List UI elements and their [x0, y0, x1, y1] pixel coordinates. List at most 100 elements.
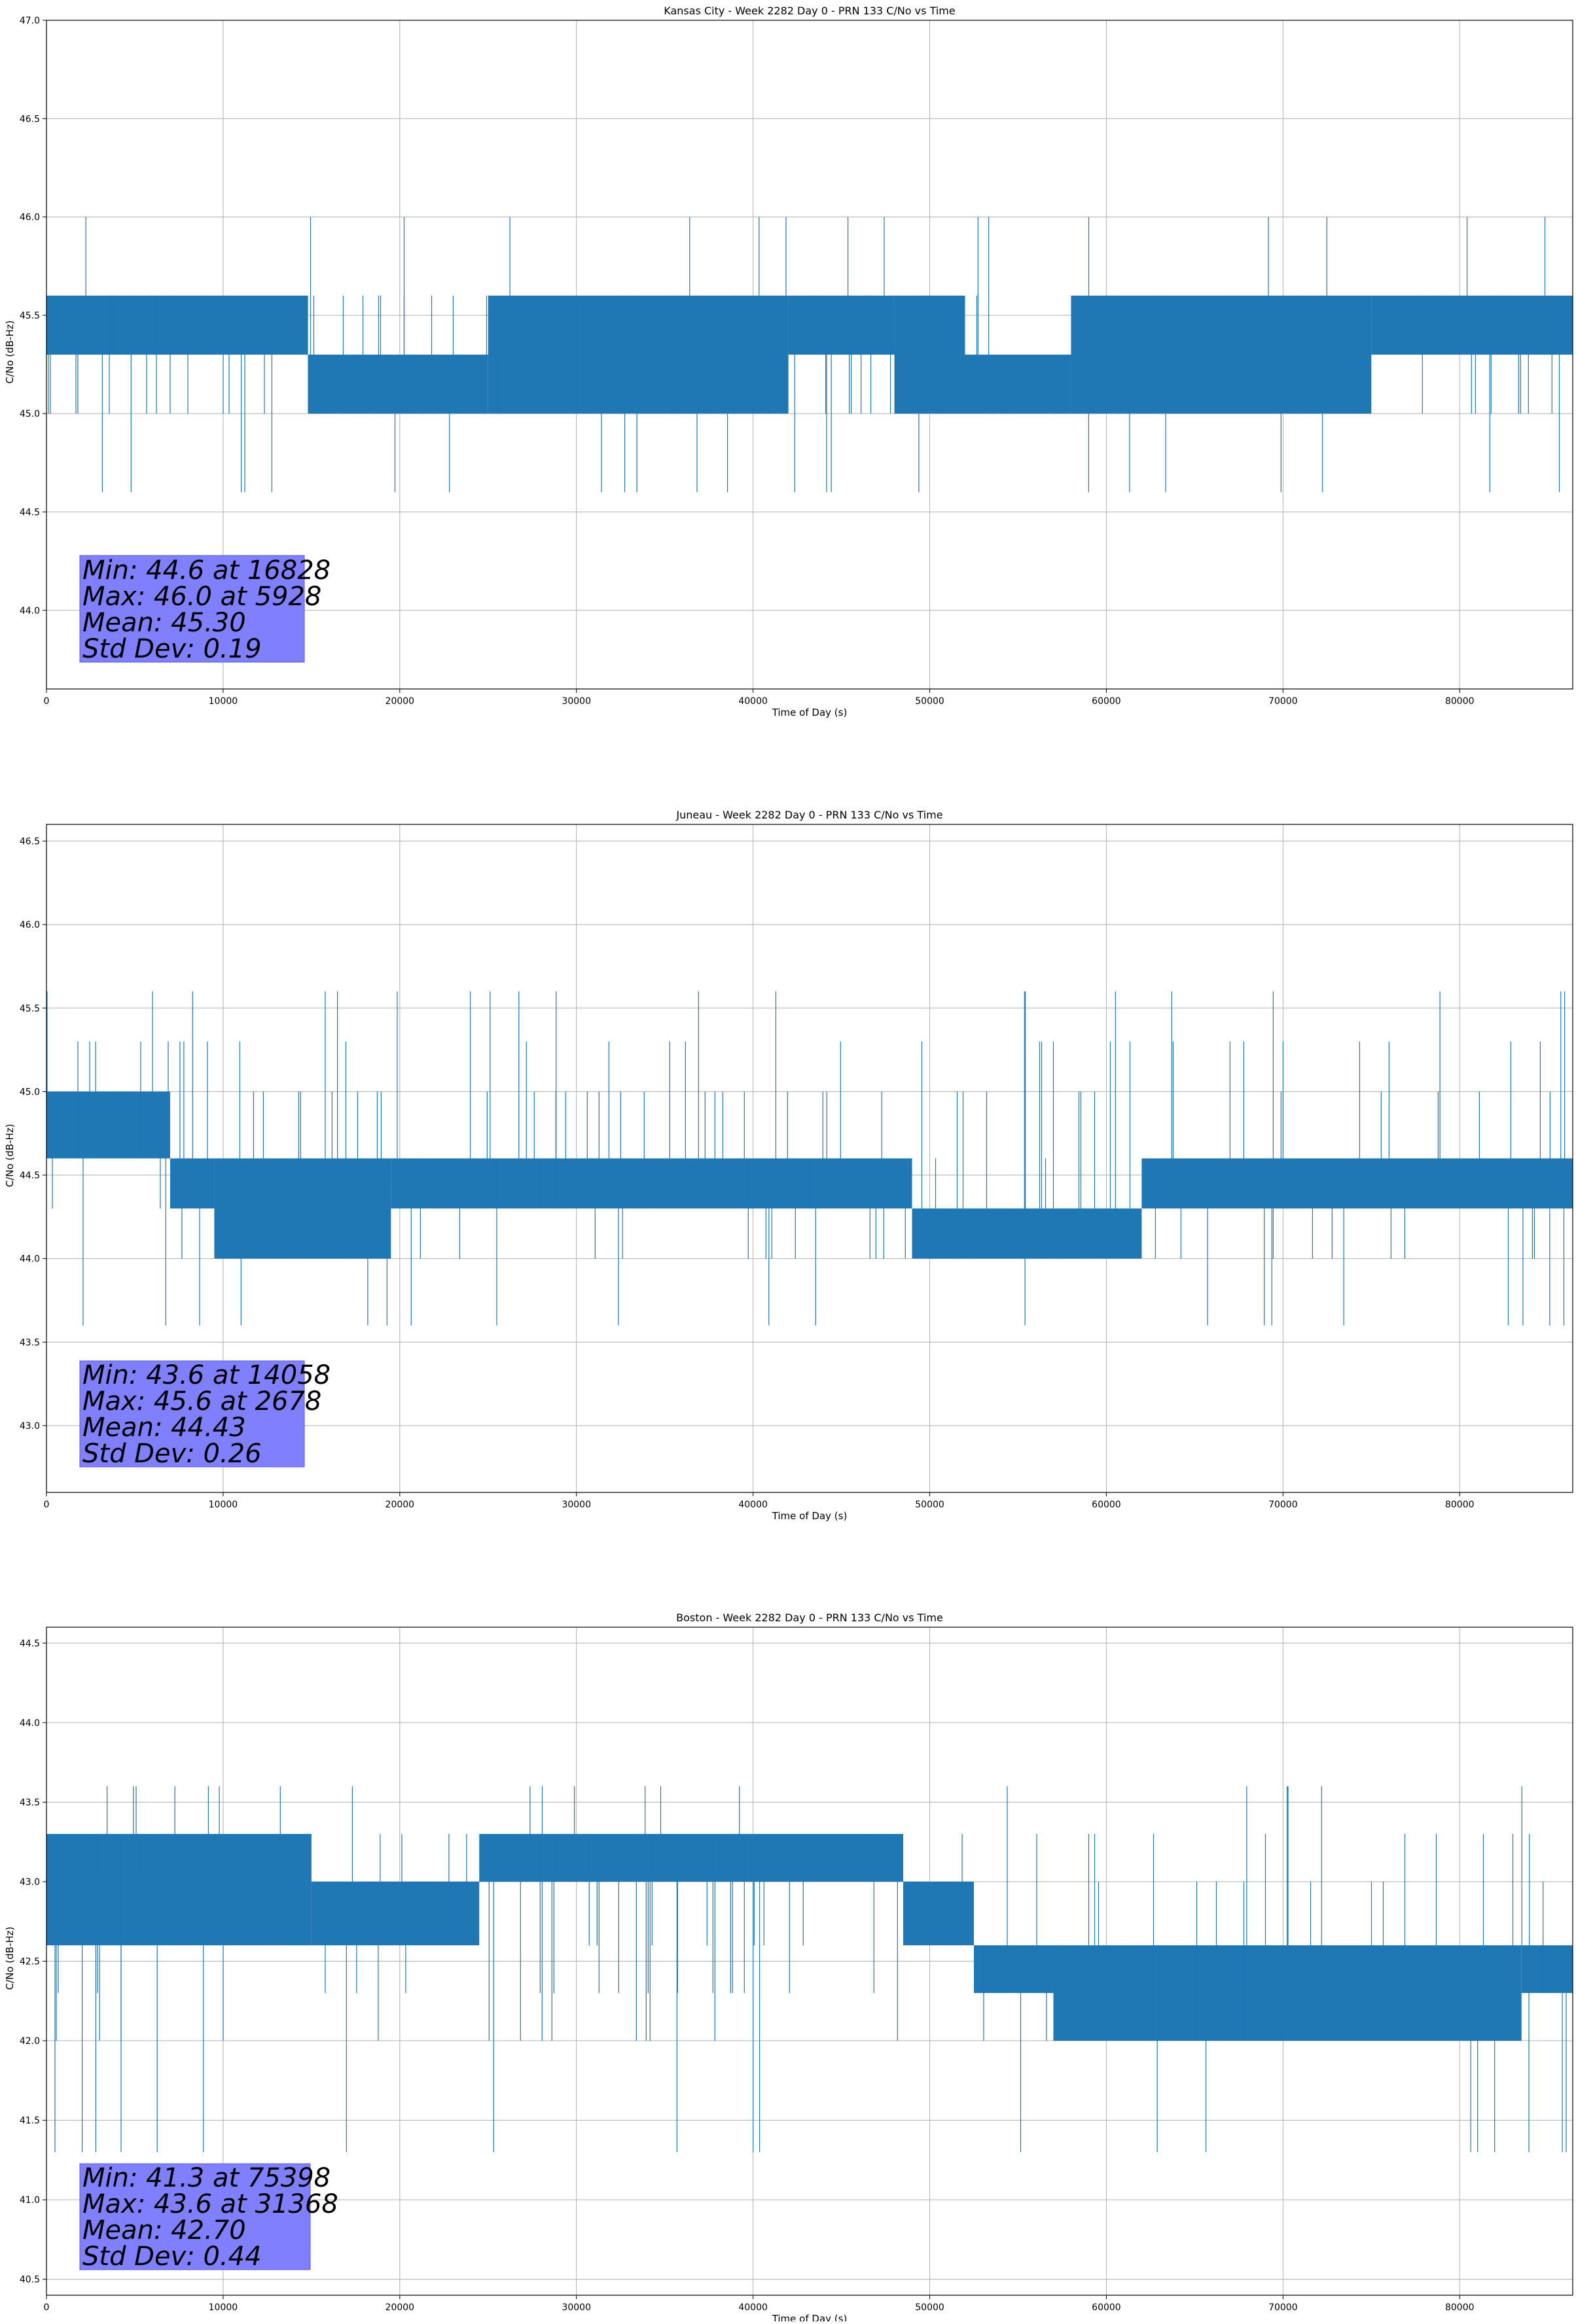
chart-title: Kansas City - Week 2282 Day 0 - PRN 133 …: [664, 5, 955, 17]
series-transitions: [1155, 1041, 1554, 1259]
series-transitions: [488, 1834, 898, 2041]
stats-std-dev: Std Dev: 0.19: [82, 634, 262, 664]
x-axis-label: Time of Day (s): [772, 707, 848, 718]
series-transitions: [1529, 1834, 1544, 1994]
series-band: [1371, 295, 1573, 355]
stats-min: Min: 43.6 at 14058: [82, 1360, 331, 1390]
axes-frame: [46, 20, 1573, 690]
series-transitions: [924, 1834, 963, 1946]
y-axis-label: C/No (dB-Hz): [4, 1927, 16, 1990]
x-tick-label: 0: [44, 2302, 50, 2313]
series-transitions: [179, 1041, 208, 1259]
x-tick-label: 0: [44, 696, 50, 707]
series-band: [894, 295, 965, 414]
series-transitions: [921, 1041, 1131, 1259]
series-transitions: [497, 295, 785, 414]
y-tick-label: 46.5: [20, 114, 40, 124]
series-band: [788, 295, 895, 355]
series-band: [308, 355, 488, 414]
series-band: [391, 1158, 912, 1209]
x-tick-label: 0: [44, 1500, 50, 1510]
series-transitions: [1088, 1834, 1514, 2041]
x-tick-label: 30000: [562, 696, 591, 707]
plot-area: 0 10000 20000 30000 40000 50000 60000 70000 8000…: [20, 16, 1573, 707]
x-tick-label: 80000: [1445, 2302, 1475, 2313]
plot-area: 0 10000 20000 30000 40000 50000 60000 70000 8000…: [20, 824, 1573, 1510]
x-tick-label: 10000: [209, 696, 238, 707]
y-tick-label: 46.0: [20, 920, 40, 930]
y-tick-label: 43.5: [20, 1337, 40, 1348]
series-band: [1053, 1945, 1522, 2041]
x-tick-label: 10000: [209, 2302, 238, 2313]
x-tick-label: 50000: [915, 2302, 944, 2313]
stats-max: Max: 45.6 at 2678: [82, 1386, 321, 1417]
series-band: [912, 1208, 1142, 1259]
stats-max: Max: 46.0 at 5928: [82, 582, 321, 612]
x-tick-label: 70000: [1268, 1500, 1298, 1510]
chart-juneau: Juneau - Week 2282 Day 0 - PRN 133 C/No …: [4, 809, 1573, 1522]
stats-max: Max: 43.6 at 31368: [82, 2189, 338, 2219]
series-band: [46, 1834, 312, 1946]
stats-mean: Mean: 42.70: [82, 2215, 246, 2245]
series-band: [974, 1945, 1054, 1994]
series-transitions: [896, 295, 958, 414]
x-tick-label: 60000: [1092, 696, 1121, 707]
stats-box-background: [79, 2163, 311, 2270]
series-transitions: [808, 295, 891, 414]
series-transitions: [325, 1834, 467, 2041]
data-series: [46, 217, 1573, 493]
stats-box-background: [79, 555, 305, 663]
x-tick-label: 30000: [562, 1500, 591, 1510]
x-tick-label: 40000: [738, 1500, 768, 1510]
x-tick-label: 70000: [1268, 696, 1298, 707]
series-transitions: [1111, 295, 1325, 414]
y-tick-label: 47.0: [20, 16, 40, 26]
stats-mean: Mean: 44.43: [82, 1413, 246, 1443]
x-ticks: 0 10000 20000 30000 40000 50000 60000 70000 8000…: [44, 689, 1475, 707]
x-tick-label: 10000: [209, 1500, 238, 1510]
x-tick-label: 20000: [385, 696, 415, 707]
series-band: [965, 355, 1071, 414]
x-tick-label: 60000: [1092, 1500, 1121, 1510]
series-band: [170, 1158, 215, 1209]
y-tick-label: 44.5: [20, 507, 40, 518]
x-tick-label: 80000: [1445, 1500, 1475, 1510]
series-transitions: [420, 1041, 906, 1259]
y-tick-label: 44.0: [20, 1254, 40, 1265]
x-tick-label: 40000: [738, 696, 768, 707]
y-tick-label: 44.0: [20, 606, 40, 616]
stats-box: Min: 43.6 at 14058 Max: 45.6 at 2678 Mea…: [79, 1360, 331, 1469]
stats-box-background: [79, 1360, 305, 1468]
stats-std-dev: Std Dev: 0.44: [82, 2242, 262, 2272]
stats-std-dev: Std Dev: 0.26: [82, 1439, 262, 1469]
x-ticks: 0 10000 20000 30000 40000 50000 60000 70000 8000…: [44, 1492, 1475, 1510]
data-series: [46, 1786, 1573, 2153]
x-tick-label: 80000: [1445, 696, 1475, 707]
y-tick-label: 43.0: [20, 1421, 40, 1432]
series-transitions: [56, 1834, 304, 2041]
series-band: [903, 1881, 975, 1946]
chart-boston: Boston - Week 2282 Day 0 - PRN 133 C/No …: [4, 1611, 1573, 2324]
series-spikes: [46, 991, 1566, 1326]
y-tick-label: 46.0: [20, 213, 40, 223]
y-tick-label: 41.5: [20, 2116, 40, 2126]
x-tick-label: 40000: [738, 2302, 768, 2313]
y-tick-label: 45.0: [20, 409, 40, 419]
x-axis-label: Time of Day (s): [772, 2313, 848, 2321]
y-tick-label: 45.0: [20, 1087, 40, 1097]
y-ticks: 43.0 43.5 44.0 44.5 45.0 45.5 46.0 46.5: [20, 837, 46, 1432]
stats-min: Min: 41.3 at 75398: [82, 2163, 331, 2193]
data-series: [46, 991, 1573, 1326]
series-spikes: [54, 1786, 1567, 2153]
stats-mean: Mean: 45.30: [82, 608, 246, 638]
y-tick-label: 45.5: [20, 1004, 40, 1014]
x-tick-label: 20000: [385, 1500, 415, 1510]
y-tick-label: 42.5: [20, 1957, 40, 1967]
x-tick-label: 50000: [915, 696, 944, 707]
x-tick-label: 50000: [915, 1500, 944, 1510]
stats-min: Min: 44.6 at 16828: [82, 555, 331, 586]
x-ticks: 0 10000 20000 30000 40000 50000 60000 70000 8000…: [44, 2295, 1475, 2313]
series-transitions: [313, 295, 488, 414]
